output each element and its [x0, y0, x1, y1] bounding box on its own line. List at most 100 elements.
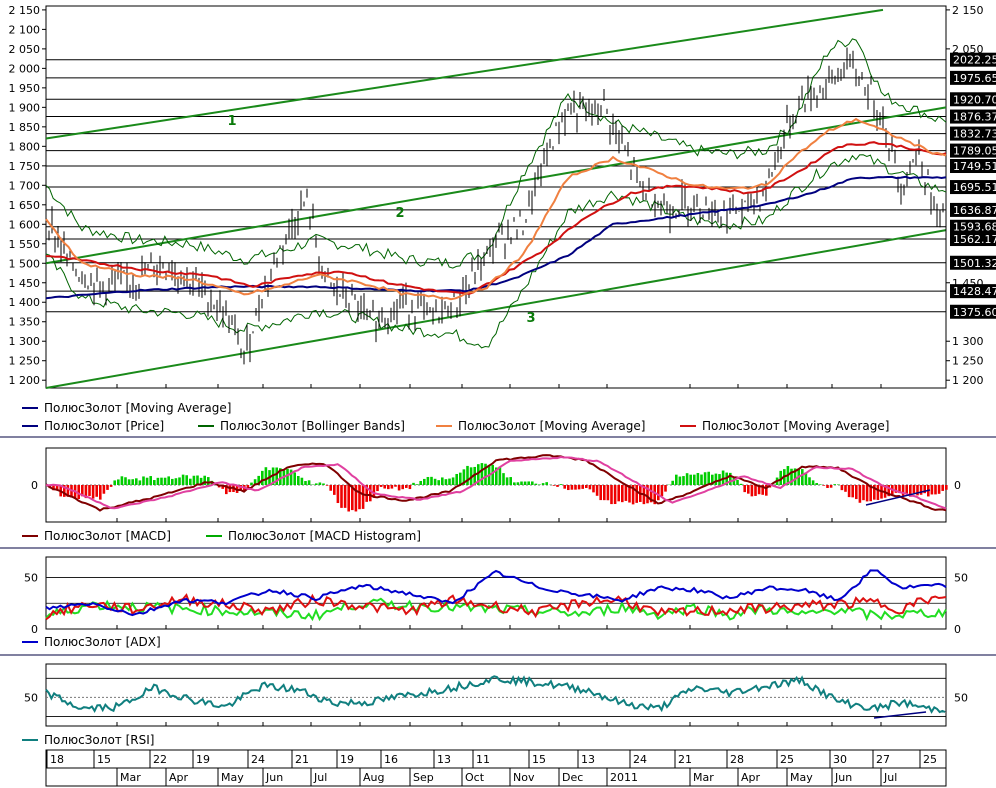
x-month-label: Oct: [465, 771, 485, 784]
macd-hist-bar: [664, 485, 667, 492]
y-tick-label: 1 600: [9, 218, 41, 231]
main-legend: ПолюсЗолот [Moving Average] ПолюсЗолот [P…: [22, 401, 889, 433]
macd-hist-bar: [909, 485, 912, 497]
macd-hist-bar: [757, 485, 761, 495]
macd-hist-bar: [696, 473, 700, 485]
macd-hist-bar: [379, 485, 383, 487]
macd-hist-bar: [577, 485, 581, 490]
macd-hist-bar: [66, 485, 70, 497]
di-plus-line: [45, 597, 947, 622]
legend-rsi-label: ПолюсЗолот [RSI]: [44, 733, 154, 747]
macd-hist-bar: [919, 485, 923, 495]
macd-hist-bar: [340, 485, 343, 508]
macd-hist-bar: [750, 485, 754, 497]
price-level-label: 1501.32: [953, 257, 996, 270]
macd-hist-bar: [765, 485, 768, 496]
macd-hist-bar: [160, 477, 163, 485]
macd-hist-bar: [307, 480, 311, 485]
x-month-label: Mar: [693, 771, 714, 784]
macd-hist-bar: [459, 472, 462, 485]
macd-hist-bar: [531, 481, 534, 485]
legend-macd-histogram-label: ПолюсЗолот [MACD Histogram]: [228, 529, 421, 543]
y-tick-label: 1 900: [9, 101, 41, 114]
macd-hist-bar: [275, 467, 278, 485]
macd-hist-bar: [689, 474, 692, 485]
y-tick-label-right: 2 050: [952, 43, 984, 56]
rsi-line: [45, 675, 946, 714]
macd-hist-bar: [343, 485, 347, 508]
macd-hist-bar: [419, 480, 422, 485]
macd-hist-bar: [415, 484, 419, 485]
price-level-box: [950, 202, 996, 217]
macd-hist-bar: [300, 477, 304, 485]
macd-hist-bar: [293, 472, 296, 485]
macd-hist-bar: [246, 485, 250, 488]
macd-hist-bar: [171, 478, 174, 485]
macd-zero-label-right: 0: [954, 479, 961, 492]
macd-hist-bar: [552, 485, 556, 486]
x-day-label: 11: [476, 753, 490, 766]
price-level-labels: 2022.25 1975.65 1920.70 1876.37 1832.73 1789.…: [950, 52, 996, 319]
main-y-axis: 2 150 2 100 2 050 2 000 1 950 1 900 1 850 1 800…: [9, 4, 984, 387]
channel-label-2: 2: [395, 206, 404, 221]
x-month-label: Apr: [741, 771, 761, 784]
y-tick-label-right: 1 250: [952, 355, 984, 368]
legend-ma-red-label: ПолюсЗолот [Moving Average]: [702, 419, 889, 433]
macd-hist-bar: [369, 485, 372, 502]
macd-hist-bar: [408, 485, 412, 490]
macd-hist-bar: [873, 485, 876, 500]
x-day-label: 19: [196, 753, 210, 766]
legend-bollinger-label: ПолюсЗолот [Bollinger Bands]: [220, 419, 405, 433]
macd-hist-bar: [739, 483, 743, 485]
x-month-label: Dec: [562, 771, 583, 784]
y-tick-label: 1 950: [9, 82, 41, 95]
y-tick-label-right: 2 150: [952, 4, 984, 17]
macd-hist-bar: [131, 479, 134, 485]
y-tick-label: 2 000: [9, 62, 41, 75]
macd-hist-bar: [462, 469, 466, 485]
macd-hist-bar: [610, 485, 613, 505]
macd-hist-bar: [120, 476, 124, 485]
macd-hist-bar: [700, 474, 703, 485]
y-tick-label: 1 200: [9, 374, 41, 387]
x-day-label: 13: [581, 753, 595, 766]
x-month-label: Jul: [883, 771, 897, 784]
y-tick-label: 2 100: [9, 23, 41, 36]
macd-hist-bar: [613, 485, 617, 505]
macd-hist-bar: [876, 485, 880, 500]
x-month-label: 2011: [610, 771, 638, 784]
macd-hist-bar: [934, 485, 937, 495]
x-month-label: Jun: [265, 771, 283, 784]
macd-hist-bar: [491, 464, 494, 485]
macd-hist-bar: [829, 485, 833, 488]
macd-hist-bar: [347, 485, 350, 512]
price-level-label: 1636.87: [953, 204, 996, 217]
macd-hist-bar: [351, 485, 354, 511]
x-month-label: May: [221, 771, 244, 784]
macd-hist-bar: [473, 466, 476, 485]
macd-hist-bar: [790, 468, 793, 485]
macd-hist-bar: [631, 485, 635, 505]
y-tick-label: 1 300: [9, 335, 41, 348]
macd-hist-bar: [894, 485, 898, 493]
adx-line: [45, 569, 947, 617]
x-day-label: 22: [153, 753, 167, 766]
channel-labels: 1 2 3: [227, 114, 535, 326]
macd-hist-bar: [711, 474, 714, 485]
main-price-series: [45, 38, 947, 365]
x-day-label: 21: [295, 753, 309, 766]
rsi-trend-line: [873, 711, 927, 719]
macd-hist-bar: [88, 485, 91, 496]
macd-hist-bar: [484, 463, 487, 485]
macd-hist-bar: [653, 485, 656, 505]
macd-hist-bar: [358, 485, 361, 510]
macd-hist-bar: [469, 467, 473, 485]
macd-hist-bar: [117, 479, 120, 485]
macd-hist-bar: [509, 477, 512, 485]
price-level-label: 1920.70: [953, 93, 996, 106]
main-plot-frame: [45, 5, 947, 389]
x-month-label: Apr: [169, 771, 189, 784]
macd-hist-bar: [729, 472, 732, 485]
macd-hist-bar: [325, 485, 329, 486]
macd-hist-bar: [837, 484, 840, 485]
